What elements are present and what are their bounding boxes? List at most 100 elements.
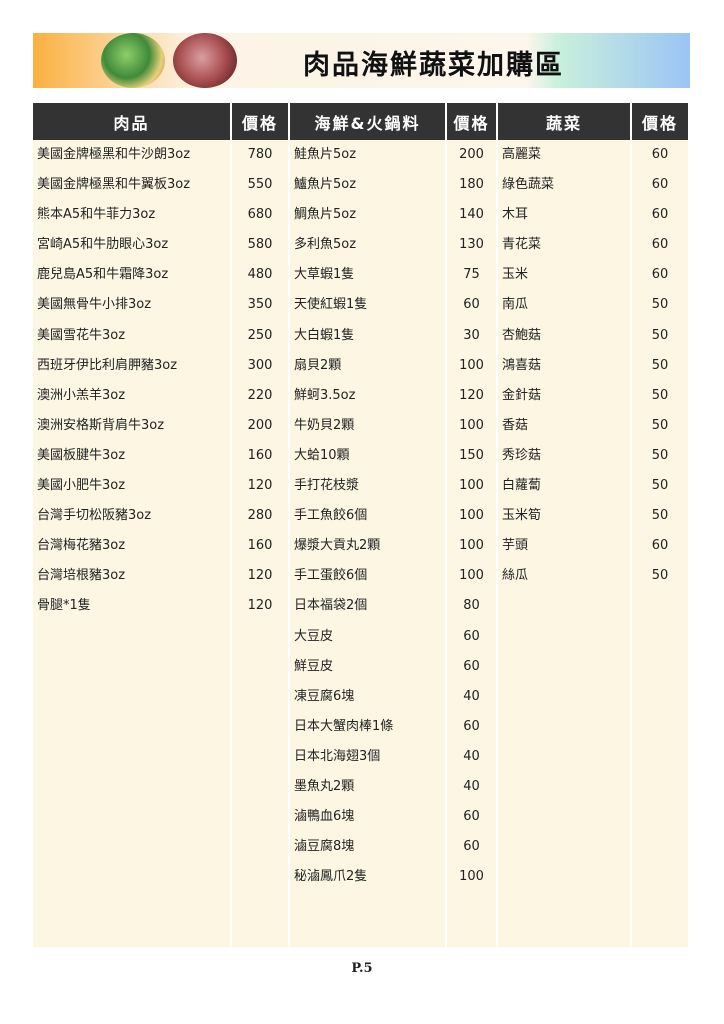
veg-item-price: 60 [651,207,669,223]
seafood-item-name: 大豆皮 [294,628,334,644]
seafood-item-name: 凍豆腐6塊 [294,688,355,704]
banner: 肉品海鮮蔬菜加購區 [33,33,690,88]
veg-item-name: 綠色蔬菜 [502,177,555,193]
menu-table: 肉品 美國金牌極黑和牛沙朗3oz 美國金牌極黑和牛翼板3oz 熊本A5和牛菲力3oz… [33,103,688,947]
meat-item-name: 鹿兒島A5和牛霜降3oz [37,267,169,283]
meat-item-name: 台灣梅花豬3oz [37,538,126,554]
seafood-item-name: 天使紅蝦1隻 [294,297,368,313]
seafood-item-price: 150 [459,447,484,463]
seafood-item-name: 日本北海翅3個 [294,748,381,764]
meat-item-price: 250 [247,327,273,343]
seafood-item-name: 秘滷鳳爪2隻 [294,869,368,885]
seafood-item-price: 60 [463,297,480,313]
veg-item-price: 60 [651,147,669,162]
meat-item-price: 680 [247,207,273,223]
meat-item-name: 熊本A5和牛菲力3oz [37,207,156,223]
veg-item-price: 60 [651,267,669,283]
meat-item-price: 120 [247,598,273,614]
seafood-item-price: 60 [463,718,480,734]
seafood-item-name: 鮭魚片5oz [294,147,357,162]
veg-item-name: 杏鮑菇 [502,327,542,343]
veg-item-name: 高麗菜 [502,147,542,162]
veg-item-price: 50 [651,387,669,403]
meat-item-name: 澳洲安格斯背肩牛3oz [37,417,165,433]
veg-item-price: 50 [651,297,669,313]
page-title: 肉品海鮮蔬菜加購區 [303,50,564,81]
seafood-item-price: 60 [463,628,480,644]
seafood-item-name: 多利魚5oz [294,237,357,253]
veg-header: 蔬菜 [498,103,630,140]
seafood-item-price: 180 [459,177,484,193]
seafood-item-name: 鮮蚵3.5oz [294,387,356,403]
veg-item-name: 玉米筍 [502,508,542,524]
veg-item-name: 秀珍菇 [502,447,542,463]
seafood-price-column: 價格 200 180 140 130 75 60 30 100 120 100 150 100 100 1… [447,103,496,947]
veg-item-name: 白蘿蔔 [502,478,542,494]
seafood-item-price: 100 [459,478,484,494]
seafood-item-price: 130 [459,237,484,253]
meat-item-price: 200 [247,417,273,433]
meat-item-price: 780 [247,147,273,162]
seafood-item-price: 100 [459,357,484,373]
veg-item-name: 金針菇 [502,387,542,403]
vegetables-photo [101,33,165,88]
seafood-item-name: 手工蛋餃6個 [294,568,368,584]
meat-item-price: 120 [247,568,273,584]
veg-item-price: 50 [651,478,669,494]
beef-photo [173,33,237,88]
seafood-item-price: 40 [463,778,480,794]
seafood-item-price: 60 [463,809,480,825]
meat-item-price: 480 [247,267,273,283]
seafood-item-price: 200 [459,147,484,162]
meat-item-name: 骨腿*1隻 [37,598,91,614]
seafood-item-name: 滷豆腐8塊 [294,839,355,855]
veg-name-column: 蔬菜 高麗菜 綠色蔬菜 木耳 青花菜 玉米 南瓜 杏鮑菇 鴻喜菇 金針菇 香菇 秀珍菇 白蘿蔔 玉米筍芋… [498,103,630,947]
seafood-item-name: 滷鴨血6塊 [294,809,355,825]
seafood-item-price: 100 [459,508,484,524]
seafood-name-column: 海鮮&火鍋料 鮭魚片5oz 鱸魚片5oz 鯛魚片5oz 多利魚5oz 大草蝦1隻天使紅蝦… [290,103,445,947]
seafood-item-price: 100 [459,568,484,584]
meat-item-price: 220 [247,387,273,403]
seafood-item-name: 鯛魚片5oz [294,207,357,223]
seafood-item-price: 60 [463,839,480,855]
meat-item-price: 300 [247,357,273,373]
meat-item-name: 台灣手切松阪豬3oz [37,508,152,524]
meat-item-price: 160 [247,447,273,463]
seafood-item-price: 100 [459,417,484,433]
veg-item-name: 香菇 [502,417,529,433]
veg-item-price: 60 [651,237,669,253]
meat-item-price: 550 [247,177,273,193]
veg-price-column: 價格 60 60 60 60 60 50 50 50 50 50 50 50 50 60 50 [632,103,688,947]
veg-item-price: 50 [651,417,669,433]
meat-name-column: 肉品 美國金牌極黑和牛沙朗3oz 美國金牌極黑和牛翼板3oz 熊本A5和牛菲力3oz… [33,103,230,947]
veg-item-price: 50 [651,447,669,463]
meat-item-name: 西班牙伊比利肩胛豬3oz [37,357,178,373]
seafood-item-name: 爆漿大貢丸2顆 [294,538,381,554]
seafood-item-name: 鱸魚片5oz [294,177,357,193]
veg-item-name: 芋頭 [502,538,529,554]
meat-item-name: 澳洲小羔羊3oz [37,387,126,403]
seafood-item-name: 大蛤10顆 [294,447,350,463]
seafood-item-name: 墨魚丸2顆 [294,778,355,794]
seafood-item-name: 扇貝2顆 [294,357,342,373]
seafood-item-name: 手工魚餃6個 [294,508,368,524]
veg-item-name: 玉米 [502,267,529,283]
seafood-header: 海鮮&火鍋料 [290,103,445,140]
meat-item-name: 美國小肥牛3oz [37,478,126,494]
meat-item-name: 美國金牌極黑和牛沙朗3oz [37,147,191,162]
meat-item-name: 宮崎A5和牛肋眼心3oz [37,237,169,253]
veg-item-price: 50 [651,568,669,584]
seafood-item-price: 30 [463,327,480,343]
seafood-item-name: 大白蝦1隻 [294,327,355,343]
seafood-item-name: 日本大蟹肉棒1條 [294,718,394,734]
seafood-item-price: 140 [459,207,484,223]
seafood-item-price: 60 [463,658,480,674]
seafood-item-price: 80 [463,598,480,614]
veg-item-price: 60 [651,177,669,193]
seafood-item-name: 大草蝦1隻 [294,267,355,283]
meat-item-name: 台灣培根豬3oz [37,568,126,584]
seafood-item-price: 100 [459,538,484,554]
meat-item-name: 美國板腱牛3oz [37,447,126,463]
meat-item-price: 350 [247,297,273,313]
veg-price-header: 價格 [632,103,688,140]
